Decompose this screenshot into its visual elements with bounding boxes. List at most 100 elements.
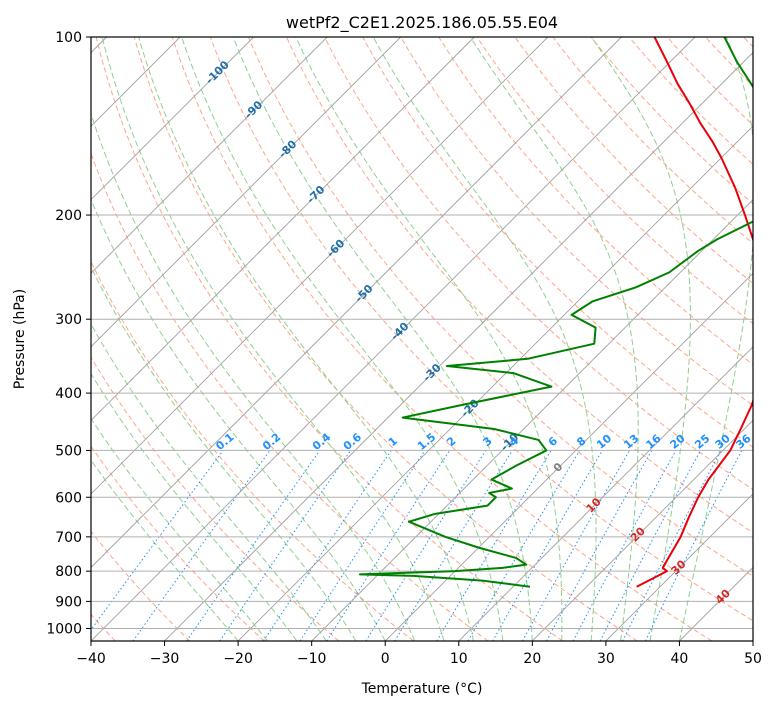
mixing-ratio-labels: 0.1 0.2 0.4 0.6 1 1.5 2 3 4 6 8 10 13 16 20 25 30 36 xyxy=(213,430,753,453)
moist-adiabat-line xyxy=(91,417,268,641)
profile-series xyxy=(358,37,753,588)
mixing-ratio-label: 1.5 xyxy=(415,430,438,452)
x-axis-title: Temperature (°C) xyxy=(361,681,483,697)
mixing-ratio-line xyxy=(219,450,352,641)
isotherm-label: -60 xyxy=(324,236,347,259)
mixing-ratio-line xyxy=(299,450,426,641)
moist-adiabat-line xyxy=(91,266,357,641)
isotherm-line xyxy=(91,37,549,495)
isotherm-label: 10 xyxy=(584,495,604,515)
dry-adiabat-line xyxy=(324,37,753,491)
mixing-ratio-label: 0.6 xyxy=(341,430,365,453)
mixing-ratio-line xyxy=(644,450,743,641)
isotherm-label: 0 xyxy=(551,460,566,475)
x-tick-label: −20 xyxy=(223,651,253,667)
moist-adiabats xyxy=(91,37,753,641)
y-tick-label: 200 xyxy=(55,208,82,224)
moist-adiabat-line xyxy=(678,37,753,641)
moist-adiabat-line xyxy=(91,198,386,641)
dry-adiabat-line xyxy=(476,37,753,325)
y-tick-label: 400 xyxy=(55,386,82,402)
isotherm-line xyxy=(532,419,753,641)
moist-adiabat-line xyxy=(372,37,597,641)
isotherm-label: -70 xyxy=(304,183,327,206)
dry-adiabat-line xyxy=(209,37,753,622)
dewpoint-profile-line xyxy=(358,37,753,588)
x-tick-label: 0 xyxy=(381,651,390,667)
isotherm-line xyxy=(91,37,475,421)
x-tick-label: 30 xyxy=(597,651,615,667)
mixing-ratio-line xyxy=(326,450,451,641)
isotherms xyxy=(91,37,753,641)
isotherm-line xyxy=(164,51,753,641)
mixing-ratio-line xyxy=(186,450,321,641)
mixing-ratio-line xyxy=(546,450,653,641)
dry-adiabat-line xyxy=(590,37,753,205)
dry-adiabat-line xyxy=(438,37,753,366)
mixing-ratio-line xyxy=(263,450,392,641)
moist-adiabat-line xyxy=(138,37,474,641)
dry-adiabat-line xyxy=(91,530,191,641)
chart-title: wetPf2_C2E1.2025.186.05.55.E04 xyxy=(286,13,558,33)
x-tick-label: 20 xyxy=(523,651,541,667)
moist-adiabat-line xyxy=(590,37,691,641)
mixing-ratio-label: 6 xyxy=(546,434,560,449)
x-tick-label: −10 xyxy=(297,651,327,667)
x-tick-label: −40 xyxy=(76,651,106,667)
isotherm-label: 40 xyxy=(713,586,733,606)
isotherm-line xyxy=(605,493,753,641)
dry-adiabat-line xyxy=(91,152,489,641)
dry-adiabat-line xyxy=(95,37,563,641)
isotherm-label: -100 xyxy=(203,58,232,87)
mixing-ratio-line xyxy=(394,450,513,641)
dry-adiabat-line xyxy=(91,260,414,641)
moist-adiabat-line xyxy=(91,372,298,641)
y-tick-label: 700 xyxy=(55,530,82,546)
isotherm-line xyxy=(311,199,753,641)
isotherm-line xyxy=(91,37,622,569)
dry-adiabats xyxy=(91,24,775,641)
moist-adiabat-line xyxy=(295,37,563,641)
plot-frame xyxy=(90,36,754,642)
dry-adiabat-line xyxy=(171,37,713,641)
dry-adiabat-line xyxy=(133,37,638,641)
dry-adiabat-line xyxy=(400,37,753,407)
mixing-ratio-label: 0.4 xyxy=(310,430,334,453)
mixing-ratio-label: 16 xyxy=(643,432,663,452)
dry-adiabat-line xyxy=(285,37,753,534)
mixing-ratio-line xyxy=(622,450,722,641)
mixing-ratio-line xyxy=(522,450,631,641)
dry-adiabat-line xyxy=(704,37,753,87)
dry-adiabat-line xyxy=(514,37,753,284)
temperature-profile-line xyxy=(636,37,753,588)
mixing-ratio-line xyxy=(91,450,224,631)
mixing-ratio-label: 1 xyxy=(386,434,400,449)
isotherm-label: 30 xyxy=(669,557,689,577)
mixing-ratio-label: 20 xyxy=(668,432,688,452)
mixing-ratio-label: 3 xyxy=(480,434,494,449)
isotherm-label: -80 xyxy=(276,137,299,160)
y-tick-label: 100 xyxy=(55,30,82,46)
mixing-ratio-label: 10 xyxy=(594,432,614,452)
x-axis-ticks: −40 −30 −20 −10 0 10 20 30 40 50 xyxy=(76,641,762,667)
isotherm-line xyxy=(91,37,254,201)
dry-adiabat-line xyxy=(768,24,775,641)
isotherm-line xyxy=(91,37,328,274)
y-axis-ticks: 100 200 300 400 500 600 700 800 900 1000 xyxy=(46,30,91,637)
moist-adiabat-line xyxy=(91,459,239,641)
mixing-ratio-label: 0.2 xyxy=(260,430,283,452)
x-tick-label: −30 xyxy=(150,651,180,667)
dry-adiabat-line xyxy=(91,445,265,641)
y-tick-label: 300 xyxy=(55,312,82,328)
mixing-ratio-line xyxy=(467,450,581,641)
mixing-ratio-lines xyxy=(91,450,743,641)
isotherm-label: -20 xyxy=(458,396,481,419)
y-tick-label: 500 xyxy=(55,443,82,459)
dry-adiabat-line xyxy=(247,37,753,577)
isotherm-line xyxy=(91,37,402,348)
y-tick-label: 800 xyxy=(55,564,82,580)
mixing-ratio-label: 36 xyxy=(733,432,753,452)
moist-adiabat-line xyxy=(101,37,445,641)
moist-adiabat-line xyxy=(469,37,639,641)
